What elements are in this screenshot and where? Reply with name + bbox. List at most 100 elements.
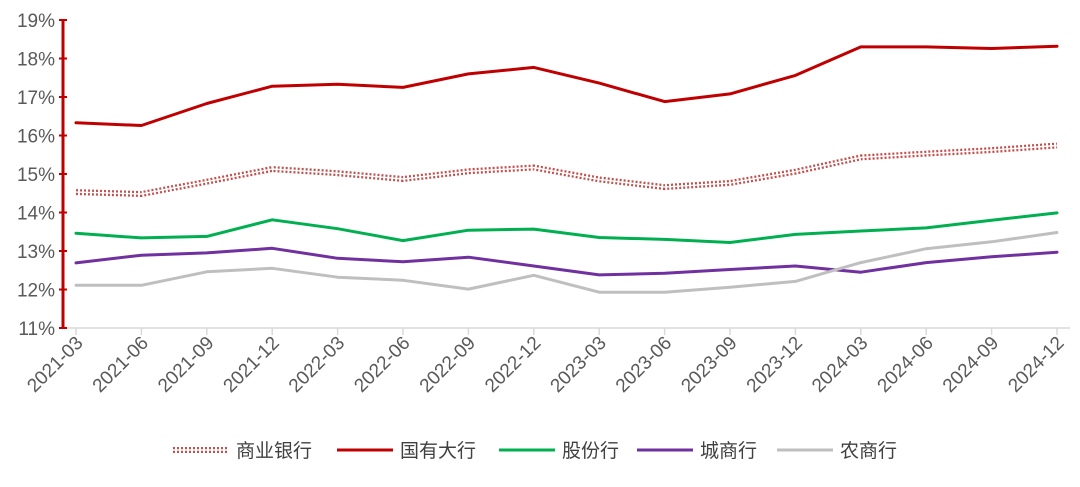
series-3 — [74, 211, 1059, 244]
data-point — [1055, 144, 1058, 147]
data-point — [990, 255, 993, 258]
data-point — [532, 66, 535, 69]
data-point — [794, 233, 797, 236]
data-point — [271, 167, 274, 170]
data-point — [1055, 45, 1058, 48]
data-point — [728, 286, 731, 289]
legend-label: 股份行 — [562, 440, 619, 462]
legend-label: 商业银行 — [236, 440, 312, 462]
legend-label: 国有大行 — [400, 440, 476, 462]
x-tick-label: 2023-12 — [743, 333, 807, 397]
x-tick-label: 2023-03 — [547, 333, 611, 397]
data-point — [728, 92, 731, 95]
series-1 — [74, 142, 1058, 197]
y-tick-label: 13% — [17, 242, 55, 263]
data-point — [336, 276, 339, 279]
y-tick-label: 14% — [17, 204, 55, 225]
x-tick-label: 2024-03 — [808, 333, 872, 397]
x-tick-label: 2022-06 — [350, 333, 414, 397]
data-point — [532, 264, 535, 267]
series-line — [74, 211, 1059, 244]
x-tick-label: 2024-06 — [874, 333, 938, 397]
data-point — [925, 261, 928, 264]
data-point — [467, 288, 470, 291]
legend-label: 城商行 — [700, 440, 757, 462]
data-point — [140, 284, 143, 287]
data-point — [1055, 231, 1058, 234]
x-axis-ticks: 2021-03 2021-06 2021-09 2021-12 2022-03 2022-… — [23, 328, 1069, 397]
data-point — [401, 279, 404, 282]
x-tick-label: 2024-12 — [1004, 333, 1068, 397]
data-point — [859, 271, 862, 274]
data-point — [74, 232, 77, 235]
data-point — [205, 102, 208, 105]
x-tick-label: 2021-09 — [154, 333, 218, 397]
data-point — [140, 254, 143, 257]
data-point — [663, 291, 666, 294]
y-axis-ticks: 11% 12% 13% 14% 15% 16% 17% 18% 19% — [17, 11, 67, 340]
series-line-dotted-core — [75, 144, 1058, 195]
data-point — [74, 261, 77, 264]
legend-item: 国有大行 — [337, 440, 476, 462]
data-point — [467, 256, 470, 259]
data-point — [336, 172, 339, 175]
data-point — [598, 273, 601, 276]
legend-item: 商业银行 — [173, 440, 312, 462]
series-5 — [74, 231, 1059, 294]
data-point — [271, 218, 274, 221]
x-tick-label: 2021-03 — [23, 333, 87, 397]
series-line — [74, 246, 1059, 277]
data-point — [728, 181, 731, 184]
data-point — [663, 238, 666, 241]
data-point — [205, 180, 208, 183]
data-point — [728, 268, 731, 271]
data-point — [532, 166, 535, 169]
data-point — [925, 152, 928, 155]
data-point — [271, 85, 274, 88]
data-point — [205, 235, 208, 238]
series-line-dotted — [75, 142, 1058, 197]
data-point — [74, 284, 77, 287]
data-point — [401, 86, 404, 89]
data-point — [532, 227, 535, 230]
data-point — [401, 260, 404, 263]
data-point — [140, 236, 143, 239]
y-tick-label: 18% — [17, 50, 55, 71]
data-point — [467, 72, 470, 75]
data-point — [925, 226, 928, 229]
data-point — [925, 247, 928, 250]
data-point — [336, 227, 339, 230]
x-tick-label: 2022-12 — [481, 333, 545, 397]
data-point — [140, 124, 143, 127]
y-tick-label: 15% — [17, 165, 55, 186]
data-point — [859, 45, 862, 48]
x-tick-label: 2022-03 — [285, 333, 349, 397]
data-point — [794, 280, 797, 283]
data-point — [598, 82, 601, 85]
data-point — [336, 257, 339, 260]
x-tick-label: 2023-09 — [677, 333, 741, 397]
x-tick-label: 2024-09 — [939, 333, 1003, 397]
data-point — [401, 239, 404, 242]
data-point — [859, 156, 862, 159]
data-point — [336, 83, 339, 86]
data-point — [990, 219, 993, 222]
data-point — [205, 251, 208, 254]
series-lines — [74, 44, 1059, 294]
x-tick-label: 2021-12 — [220, 333, 284, 397]
data-point — [74, 190, 77, 193]
data-point — [663, 272, 666, 275]
data-point — [990, 240, 993, 243]
data-point — [271, 247, 274, 250]
data-point — [401, 177, 404, 180]
x-tick-label: 2023-06 — [612, 333, 676, 397]
y-tick-label: 19% — [17, 11, 55, 32]
y-tick-label: 17% — [17, 88, 55, 109]
y-tick-label: 16% — [17, 127, 55, 148]
x-tick-label: 2021-06 — [89, 333, 153, 397]
data-point — [271, 267, 274, 270]
data-point — [990, 47, 993, 50]
data-point — [1055, 251, 1058, 254]
data-point — [794, 264, 797, 267]
data-point — [467, 229, 470, 232]
